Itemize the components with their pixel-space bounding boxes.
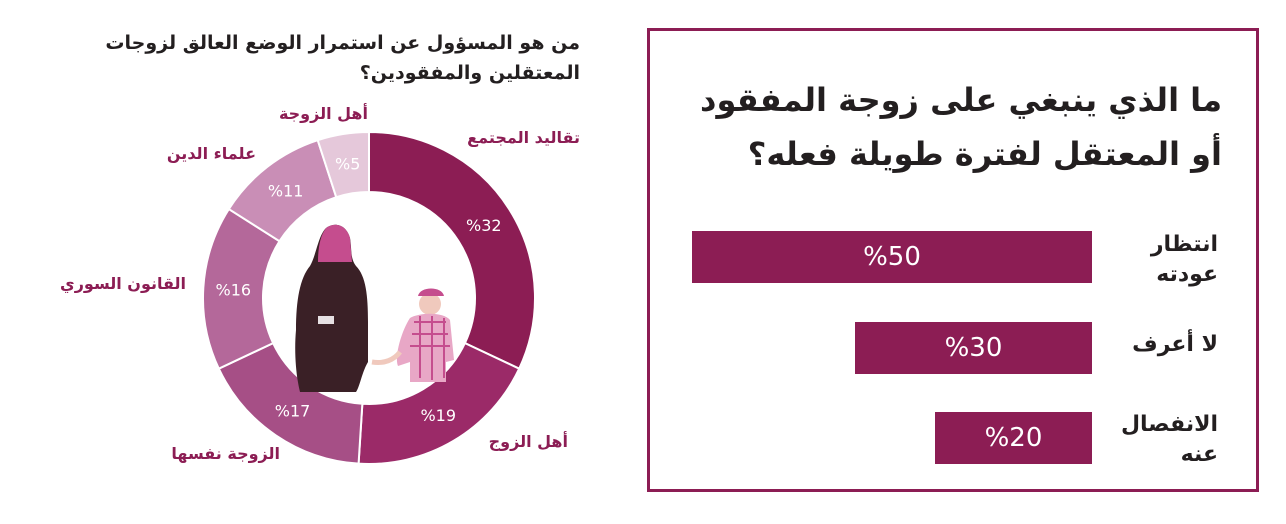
- bar: %30: [855, 322, 1092, 374]
- slice-value-label: %5: [335, 155, 360, 174]
- slice-value-label: %16: [215, 280, 251, 299]
- slice-value-label: %11: [268, 182, 304, 201]
- bar-chart-title: ما الذي ينبغي على زوجة المفقود أو المعتق…: [700, 81, 1222, 173]
- category-label: علماء الدين: [166, 144, 256, 163]
- slice-value-label: %32: [466, 216, 502, 235]
- bar-chart-panel: ما الذي ينبغي على زوجة المفقود أو المعتق…: [647, 28, 1259, 492]
- donut-chart-title: من هو المسؤول عن استمرار الوضع العالق لز…: [105, 32, 580, 84]
- bar-category-label: لا أعرف: [1132, 332, 1218, 357]
- bar-value-label: %30: [944, 333, 1003, 363]
- bar-value-label: %20: [984, 423, 1043, 453]
- bar: %20: [935, 412, 1092, 464]
- bar: %50: [692, 231, 1092, 283]
- category-label: تقاليد المجتمع: [467, 128, 580, 147]
- bar-value-label: %50: [863, 242, 921, 272]
- donut-chart: %32 %19 %17 %16 %11 %5: [202, 130, 536, 465]
- donut-slice: [316, 130, 370, 199]
- category-label: القانون السوري: [60, 274, 186, 293]
- category-label: أهل الزوجة: [278, 104, 368, 123]
- slice-value-label: %17: [275, 401, 311, 420]
- donut-slice: [368, 130, 536, 371]
- category-label: أهل الزوج: [488, 432, 568, 451]
- woman-and-child-illustration: [295, 224, 454, 392]
- category-label: الزوجة نفسها: [171, 444, 280, 463]
- bar-category-label: انتظار عودته: [1150, 232, 1218, 287]
- slice-value-label: %19: [420, 406, 456, 425]
- bar-category-label: الانفصال عنه: [1120, 412, 1218, 467]
